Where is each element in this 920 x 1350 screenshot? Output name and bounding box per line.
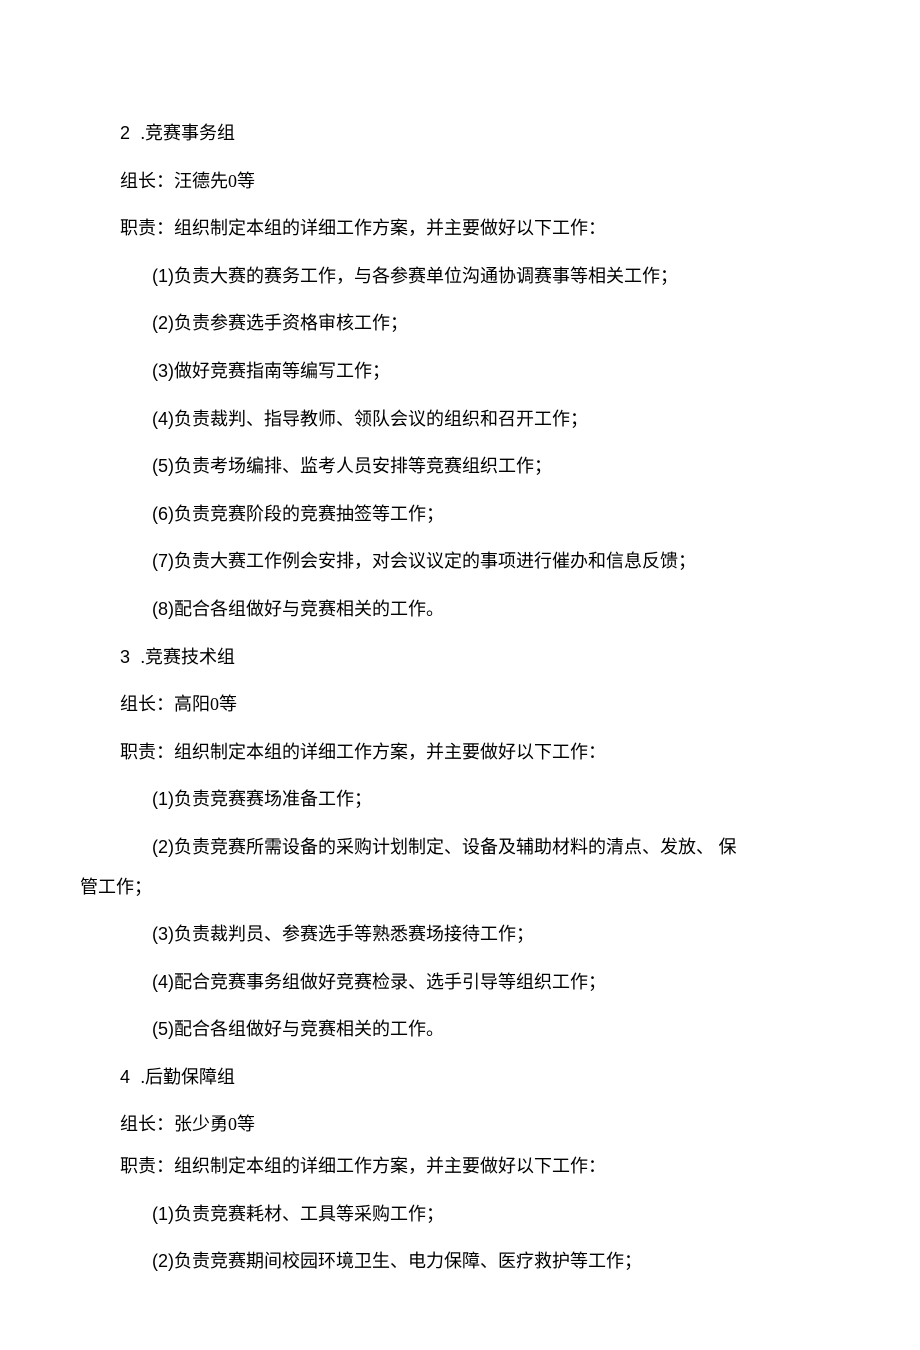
section-2-intro: 职责：组织制定本组的详细工作方案，并主要做好以下工作： <box>80 209 840 249</box>
item-text: 配合各组做好与竞赛相关的工作。 <box>174 1019 444 1039</box>
leader-value: 汪德先0等 <box>174 171 255 191</box>
item-number: (2) <box>152 837 174 857</box>
item-text: 负责竞赛阶段的竞赛抽签等工作； <box>174 504 444 524</box>
item-text: 负责竞赛耗材、工具等采购工作； <box>174 1204 444 1224</box>
item-text: 做好竞赛指南等编写工作； <box>174 361 390 381</box>
leader-label: 组长： <box>120 171 174 191</box>
item-number: (4) <box>152 409 174 429</box>
section-4-title-text: .后勤保障组 <box>141 1067 236 1087</box>
item-text: 负责参赛选手资格审核工作； <box>174 313 408 333</box>
item-number: (3) <box>152 924 174 944</box>
section-4-number: 4 <box>120 1067 130 1087</box>
s2-item-2: (2)负责参赛选手资格审核工作； <box>80 304 840 344</box>
leader-label: 组长： <box>120 1114 174 1134</box>
item-text: 负责裁判员、参赛选手等熟悉赛场接待工作； <box>174 924 534 944</box>
s3-item-1: (1)负责竞赛赛场准备工作； <box>80 780 840 820</box>
s2-item-7: (7)负责大赛工作例会安排，对会议议定的事项进行催办和信息反馈； <box>80 542 840 582</box>
s3-item-3: (3)负责裁判员、参赛选手等熟悉赛场接待工作； <box>80 915 840 955</box>
s4-item-1: (1)负责竞赛耗材、工具等采购工作； <box>80 1195 840 1235</box>
item-number: (6) <box>152 504 174 524</box>
item-number: (7) <box>152 551 174 571</box>
item-text: 配合竞赛事务组做好竞赛检录、选手引导等组织工作； <box>174 972 606 992</box>
section-3-number: 3 <box>120 647 130 667</box>
section-3-intro: 职责：组织制定本组的详细工作方案，并主要做好以下工作： <box>80 733 840 773</box>
item-number: (1) <box>152 266 174 286</box>
section-2-title: 2 .竞赛事务组 <box>80 114 840 154</box>
leader-value: 张少勇0等 <box>174 1114 255 1134</box>
item-number: (8) <box>152 599 174 619</box>
item-number: (5) <box>152 456 174 476</box>
section-2-number: 2 <box>120 123 130 143</box>
s2-item-5: (5)负责考场编排、监考人员安排等竞赛组织工作； <box>80 447 840 487</box>
item-text: 负责大赛工作例会安排，对会议议定的事项进行催办和信息反馈； <box>174 551 696 571</box>
s3-item-4: (4)配合竞赛事务组做好竞赛检录、选手引导等组织工作； <box>80 963 840 1003</box>
s3-item-5: (5)配合各组做好与竞赛相关的工作。 <box>80 1010 840 1050</box>
section-3-title-text: .竞赛技术组 <box>141 647 236 667</box>
section-2-title-text: .竞赛事务组 <box>141 123 236 143</box>
section-3-leader: 组长：高阳0等 <box>80 685 840 725</box>
item-number: (3) <box>152 361 174 381</box>
item-text: 配合各组做好与竞赛相关的工作。 <box>174 599 444 619</box>
s3-item-2: (2)负责竞赛所需设备的采购计划制定、设备及辅助材料的清点、发放、 保 管工作； <box>80 828 840 907</box>
s2-item-4: (4)负责裁判、指导教师、领队会议的组织和召开工作； <box>80 400 840 440</box>
s2-item-6: (6)负责竞赛阶段的竞赛抽签等工作； <box>80 495 840 535</box>
item-text-line2: 管工作； <box>80 868 840 908</box>
section-3-title: 3 .竞赛技术组 <box>80 638 840 678</box>
item-text: 负责竞赛期间校园环境卫生、电力保障、医疗救护等工作； <box>174 1251 642 1271</box>
item-number: (1) <box>152 789 174 809</box>
section-4-leader: 组长：张少勇0等 <box>80 1105 840 1145</box>
item-number: (5) <box>152 1019 174 1039</box>
item-text: 负责竞赛赛场准备工作； <box>174 789 372 809</box>
section-2-leader: 组长：汪德先0等 <box>80 162 840 202</box>
item-number: (2) <box>152 1251 174 1271</box>
s2-item-1: (1)负责大赛的赛务工作，与各参赛单位沟通协调赛事等相关工作； <box>80 257 840 297</box>
s2-item-3: (3)做好竞赛指南等编写工作； <box>80 352 840 392</box>
item-number: (2) <box>152 313 174 333</box>
section-4-intro: 职责：组织制定本组的详细工作方案，并主要做好以下工作： <box>80 1147 840 1187</box>
s2-item-8: (8)配合各组做好与竞赛相关的工作。 <box>80 590 840 630</box>
s4-item-2: (2)负责竞赛期间校园环境卫生、电力保障、医疗救护等工作； <box>80 1242 840 1282</box>
item-text: 负责大赛的赛务工作，与各参赛单位沟通协调赛事等相关工作； <box>174 266 678 286</box>
section-4-title: 4 .后勤保障组 <box>80 1058 840 1098</box>
item-number: (1) <box>152 1204 174 1224</box>
leader-value: 高阳0等 <box>174 694 237 714</box>
item-text: 负责裁判、指导教师、领队会议的组织和召开工作； <box>174 409 588 429</box>
item-text-line1: 负责竞赛所需设备的采购计划制定、设备及辅助材料的清点、发放、 保 <box>174 837 737 857</box>
item-text: 负责考场编排、监考人员安排等竞赛组织工作； <box>174 456 552 476</box>
leader-label: 组长： <box>120 694 174 714</box>
item-number: (4) <box>152 972 174 992</box>
